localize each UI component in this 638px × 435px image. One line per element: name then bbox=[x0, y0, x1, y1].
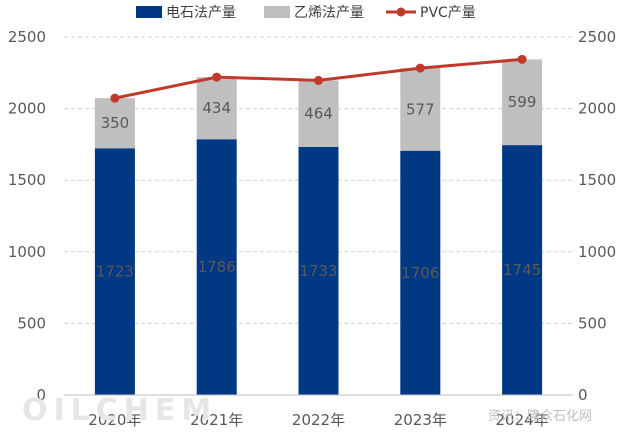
y-tick-label-right: 2000 bbox=[578, 100, 616, 118]
y-tick-label-left: 1500 bbox=[8, 171, 46, 189]
legend-marker bbox=[396, 7, 406, 17]
x-tick-label: 2023年 bbox=[394, 411, 447, 429]
bar-segment bbox=[196, 77, 237, 140]
data-label: 464 bbox=[304, 105, 333, 123]
legend-swatch bbox=[136, 6, 162, 18]
y-tick-label-left: 1000 bbox=[8, 243, 46, 261]
y-tick-label-left: 500 bbox=[17, 314, 46, 332]
bar-segment bbox=[196, 139, 237, 395]
data-label: 1786 bbox=[198, 258, 236, 276]
y-tick-label-right: 1500 bbox=[578, 171, 616, 189]
data-label: 434 bbox=[202, 99, 231, 117]
watermark-text: 资讯：隆众石化网 bbox=[488, 409, 592, 424]
data-label: 1745 bbox=[503, 261, 541, 279]
legend-label: 乙烯法产量 bbox=[294, 5, 364, 21]
y-tick-label-right: 500 bbox=[578, 314, 607, 332]
data-label: 1723 bbox=[96, 263, 134, 281]
line-point bbox=[314, 75, 323, 85]
watermark-logo: OILCHEM bbox=[22, 393, 217, 428]
legend-swatch bbox=[264, 6, 290, 18]
y-tick-label-right: 0 bbox=[578, 386, 588, 404]
bar-segment bbox=[298, 80, 339, 147]
bars bbox=[94, 59, 543, 395]
data-label: 350 bbox=[101, 114, 130, 132]
x-tick-label: 2021年 bbox=[190, 411, 243, 429]
watermark: OILCHEM 资讯：隆众石化网 bbox=[22, 393, 592, 428]
bar-segment bbox=[94, 148, 135, 395]
segment-labels: 1723 350 1786 434 1733 464 1706 577 1745 599 bbox=[96, 93, 541, 282]
bar-segment bbox=[502, 59, 543, 146]
line-point bbox=[415, 63, 425, 73]
y-tick-label-left: 2500 bbox=[8, 28, 46, 46]
axes: 0 500 1000 1500 2000 2500 0 500 1000 1500 2000 2500… bbox=[8, 28, 616, 429]
y-tick-label-right: 2500 bbox=[578, 28, 616, 46]
line-point bbox=[110, 93, 120, 103]
bar-segment bbox=[94, 98, 135, 149]
bar-segment bbox=[400, 150, 441, 395]
legend: 电石法产量 乙烯法产量 PVC产量 bbox=[136, 5, 476, 21]
y-tick-label-right: 1000 bbox=[578, 243, 616, 261]
data-label: 1733 bbox=[299, 262, 337, 280]
total-line bbox=[110, 54, 527, 103]
x-tick-label: 2020年 bbox=[88, 411, 141, 429]
data-label: 599 bbox=[508, 93, 537, 111]
legend-label: PVC产量 bbox=[420, 5, 476, 21]
bar-segment bbox=[400, 68, 441, 151]
bar-segment bbox=[298, 146, 339, 395]
y-tick-label-left: 2000 bbox=[8, 100, 46, 118]
data-label: 1706 bbox=[401, 264, 439, 282]
bar-segment bbox=[502, 145, 543, 395]
legend-label: 电石法产量 bbox=[166, 5, 236, 21]
line-point bbox=[517, 54, 527, 64]
x-tick-label: 2022年 bbox=[292, 411, 345, 429]
data-label: 577 bbox=[406, 100, 435, 118]
line-point bbox=[212, 72, 222, 82]
x-tick-label: 2024年 bbox=[496, 411, 549, 429]
y-tick-label-left: 0 bbox=[36, 386, 46, 404]
